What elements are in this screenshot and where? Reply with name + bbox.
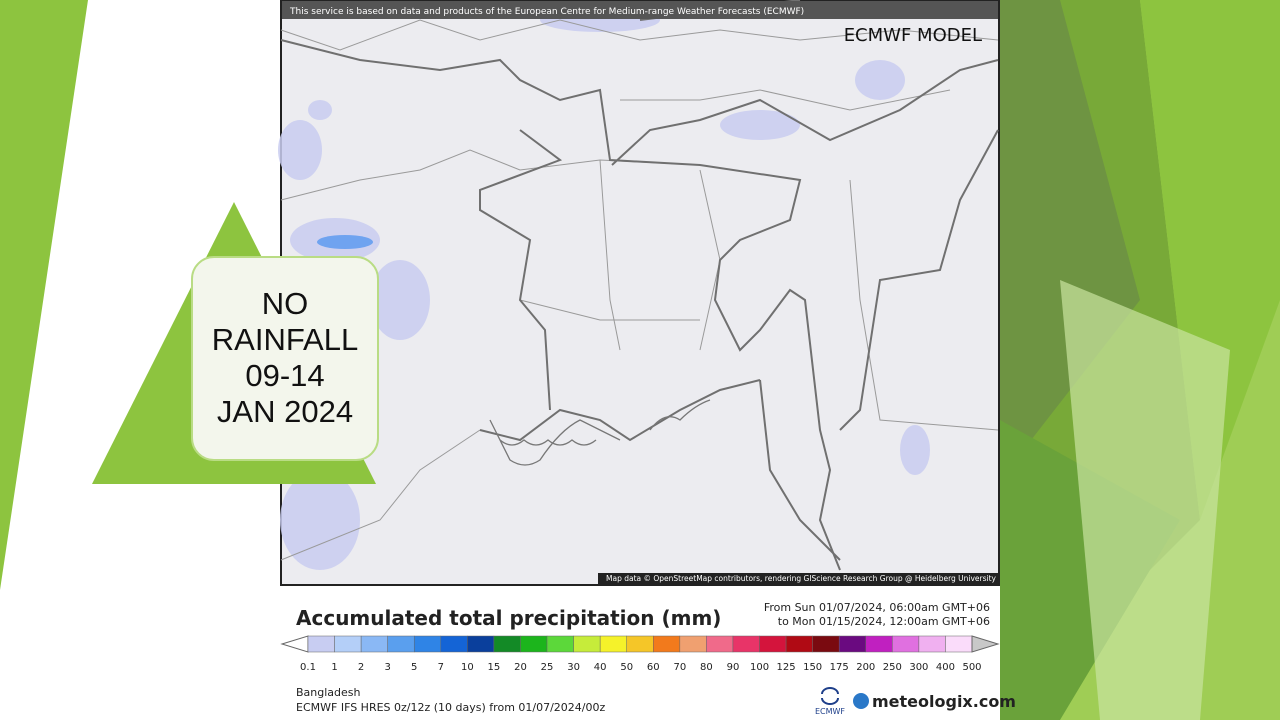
scale-label: 1 [331,662,337,673]
scale-cell [573,635,601,653]
ecmwf-logo: ECMWF [815,707,845,716]
legend-period: From Sun 01/07/2024, 06:00am GMT+06 [764,601,990,614]
scale-label: 30 [567,662,580,673]
scale-cell [334,635,362,653]
scale-label: 200 [856,662,875,673]
legend-title: Accumulated total precipitation (mm) [296,606,721,630]
callout-line: NO [262,286,309,321]
scale-cell [732,635,760,653]
legend-period: to Mon 01/15/2024, 12:00am GMT+06 [778,615,990,628]
scale-cell [653,635,681,653]
scale-label: 2 [358,662,364,673]
scale-cell [467,635,495,653]
scale-cell [493,635,521,653]
scale-label: 10 [461,662,474,673]
scale-label: 60 [647,662,660,673]
callout-line: JAN 2024 [217,394,353,429]
scale-label: 0.1 [300,662,316,673]
scale-cell [626,635,654,653]
scale-label: 3 [384,662,390,673]
callout-line: 09-14 [245,358,324,393]
attribution: Map data © OpenStreetMap contributors, r… [606,574,997,583]
callout-box [191,256,379,461]
scale-cell [599,635,627,653]
scale-cell [360,635,388,653]
scale-label: 150 [803,662,822,673]
run-info: ECMWF IFS HRES 0z/12z (10 days) from 01/… [296,701,606,714]
scale-label: 500 [962,662,981,673]
scale-cell [759,635,787,653]
rain-patch [317,235,373,249]
scale-label: 7 [438,662,444,673]
left-accent [0,0,88,590]
scale-label: 400 [936,662,955,673]
scale-label: 300 [909,662,928,673]
scale-label: 50 [620,662,633,673]
model-label: ECMWF MODEL [844,25,982,46]
scale-cell [679,635,707,653]
scale-cell [440,635,468,653]
region: Bangladesh [296,686,361,699]
scale-cell [706,635,734,653]
scale-cell [307,635,335,653]
color-scale: 0.1 1 2 3 5 7 10 15 20 25 30 40 50 60 70 80 90 100 125 150 1… [280,635,1000,673]
scale-label: 20 [514,662,527,673]
attribution-bar [598,573,998,584]
scale-label: 125 [777,662,796,673]
scale-cell [546,635,574,653]
scale-cell [387,635,415,653]
map: This service is based on data and produc… [278,0,1000,586]
scale-cell [812,635,840,653]
callout-line: RAINFALL [212,322,358,357]
scale-cell [865,635,893,653]
scale-label: 15 [488,662,501,673]
scale-cell [785,635,813,653]
scale-arrow-right [971,635,1000,653]
scale-label: 250 [883,662,902,673]
right-accent-shade [1000,0,1140,480]
notice: This service is based on data and produc… [289,7,804,17]
right-accent-mid [1140,0,1280,520]
scale-label: 80 [700,662,713,673]
scale-cell [892,635,920,653]
scale-label: 175 [830,662,849,673]
scale-cell [918,635,946,653]
scale-cell [413,635,442,653]
scale-cell [945,635,973,653]
brand-icon [853,693,869,709]
notice-bar [282,1,998,19]
scale-label: 25 [541,662,554,673]
scale-label: 70 [673,662,686,673]
right-accent-light [1060,280,1230,720]
scale-label: 40 [594,662,607,673]
scale-label: 5 [411,662,417,673]
scale-cell [838,635,867,653]
scale-arrow-left [280,635,309,653]
scale-label: 90 [727,662,740,673]
brand: meteologix.com [872,692,1016,711]
ecmwf-icon [821,687,839,705]
scale-cell [520,635,548,653]
scale-label: 100 [750,662,769,673]
